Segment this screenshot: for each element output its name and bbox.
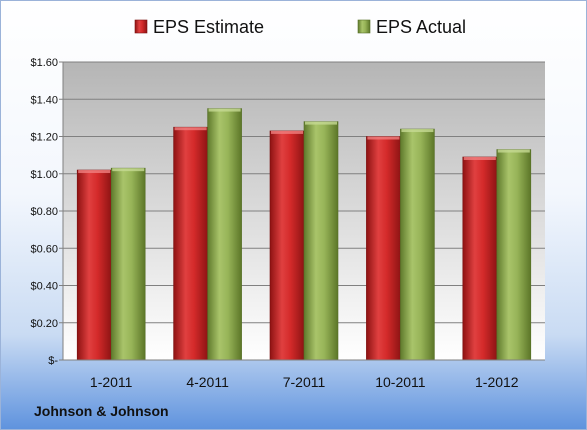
legend-swatch xyxy=(134,19,148,34)
x-axis: 1-2011 4-2011 7-2011 10-2011 1-2012 xyxy=(63,359,545,390)
x-tick-label: 10-2011 xyxy=(375,374,426,390)
company-label: Johnson & Johnson xyxy=(34,403,169,419)
bar-highlight xyxy=(174,127,207,131)
y-tick-label: $1.20 xyxy=(30,132,58,144)
bar-highlight xyxy=(78,170,111,174)
bar-eps-actual xyxy=(400,128,435,361)
y-tick-label: $0.60 xyxy=(30,243,58,255)
bar-highlight xyxy=(401,129,434,133)
bar-highlight xyxy=(367,136,400,140)
y-tick-label: $1.60 xyxy=(30,57,58,69)
bar-eps-estimate xyxy=(366,136,401,361)
bar-eps-estimate xyxy=(462,156,498,361)
bar-highlight xyxy=(271,130,303,134)
legend-label: EPS Estimate xyxy=(153,17,264,37)
x-tick-label: 7-2011 xyxy=(283,374,326,390)
legend-swatch xyxy=(357,19,371,34)
legend-label: EPS Actual xyxy=(376,17,466,37)
y-tick-label: $1.40 xyxy=(30,94,58,106)
y-tick-label: $- xyxy=(48,355,58,367)
bar-highlight xyxy=(112,168,145,172)
y-tick-label: $0.20 xyxy=(30,318,58,330)
bar-eps-estimate xyxy=(173,126,208,361)
bar-highlight xyxy=(305,121,337,125)
y-axis: $- $0.20 $0.40 $0.60 $0.80 $1.00 $1.20 $1.40 $1.… xyxy=(30,57,64,367)
bar-eps-estimate xyxy=(76,169,112,361)
y-tick-label: $0.80 xyxy=(30,206,58,218)
x-tick-label: 1-2011 xyxy=(90,374,133,390)
x-tick-label: 1-2012 xyxy=(475,374,519,390)
legend: EPS Estimate EPS Actual xyxy=(134,17,466,37)
bar-eps-actual xyxy=(207,108,242,361)
y-tick-label: $1.00 xyxy=(30,169,58,181)
bar-eps-estimate xyxy=(269,130,305,361)
x-tick-label: 4-2011 xyxy=(186,374,229,390)
bar-eps-actual xyxy=(496,149,532,361)
bar-highlight xyxy=(497,149,530,153)
bar-highlight xyxy=(463,156,496,160)
bars xyxy=(76,108,532,361)
bar-eps-actual xyxy=(303,121,339,361)
bar-eps-actual xyxy=(110,167,146,361)
y-tick-label: $0.40 xyxy=(30,281,58,293)
bar-highlight xyxy=(208,108,241,112)
